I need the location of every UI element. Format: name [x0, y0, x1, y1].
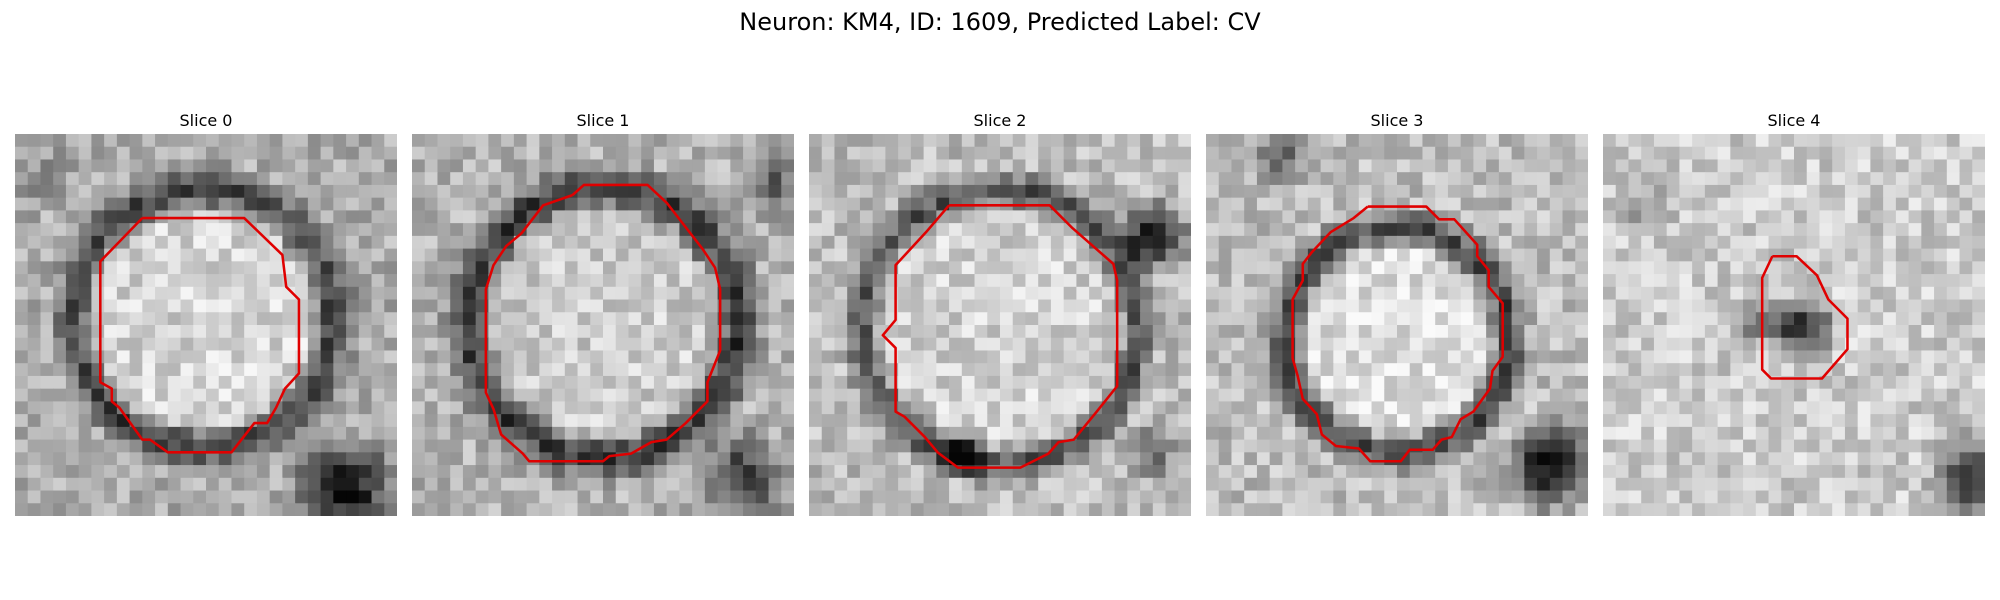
- slice-title-4: Slice 4: [1603, 110, 1985, 132]
- figure-title: Neuron: KM4, ID: 1609, Predicted Label: …: [0, 6, 2000, 38]
- slice-panel-4: Slice 4: [1603, 110, 1985, 520]
- slice-panel-1: Slice 1: [412, 110, 794, 520]
- slice-panel-0: Slice 0: [15, 110, 397, 520]
- slice-image-3: [1206, 134, 1588, 516]
- slice-image-0: [15, 134, 397, 516]
- pixel-grid: [412, 134, 794, 516]
- slice-image-1: [412, 134, 794, 516]
- slice-title-2: Slice 2: [809, 110, 1191, 132]
- slice-image-4: [1603, 134, 1985, 516]
- pixel-grid: [809, 134, 1191, 516]
- slice-title-0: Slice 0: [15, 110, 397, 132]
- slice-title-1: Slice 1: [412, 110, 794, 132]
- slice-image-2: [809, 134, 1191, 516]
- pixel-grid: [1206, 134, 1588, 516]
- slice-panel-3: Slice 3: [1206, 110, 1588, 520]
- slice-panel-2: Slice 2: [809, 110, 1191, 520]
- slice-title-3: Slice 3: [1206, 110, 1588, 132]
- pixel-grid: [1603, 134, 1985, 516]
- pixel-grid: [15, 134, 397, 516]
